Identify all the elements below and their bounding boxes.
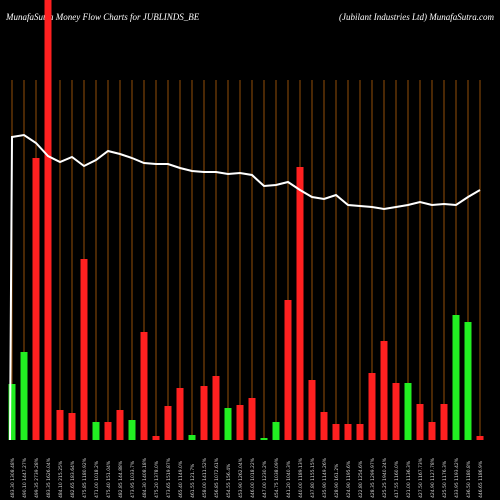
x-tick-label: 437.80 1155.15%: [310, 457, 316, 498]
x-tick-label: 473.65 1519.87%: [166, 457, 172, 498]
bar: [296, 167, 304, 440]
chart-title: MunafaSutra Money Flow Charts for JUBLIN…: [5, 12, 200, 22]
bar: [68, 413, 76, 440]
bar: [104, 422, 112, 440]
bar: [176, 388, 184, 440]
x-tick-label: 461.55 121.7%: [190, 463, 196, 498]
bar: [452, 315, 460, 440]
x-tick-label: 428.35 1299.97%: [370, 457, 376, 498]
bar: [236, 405, 244, 440]
x-tick-label: 475.20 1378.0%: [154, 460, 160, 498]
bar: [416, 404, 424, 440]
x-tick-label: 484.10 215.25%: [58, 460, 64, 498]
bar: [56, 410, 64, 440]
bar: [152, 436, 160, 440]
bar: [260, 438, 268, 440]
x-tick-label: 482.85 144.88%: [118, 460, 124, 498]
bar: [116, 410, 124, 440]
x-tick-label: 484.30 1408.18%: [142, 457, 148, 498]
x-tick-label: 475.40 151.04%: [106, 460, 112, 498]
x-tick-label: 440.00 1189.13%: [298, 457, 304, 498]
x-tick-label: 454.55 156.4%: [226, 463, 232, 498]
x-tick-label: 499.35 2739.28%: [34, 457, 40, 498]
bar: [356, 424, 364, 440]
bar: [308, 380, 316, 440]
bar: [8, 384, 16, 440]
bar: [368, 373, 376, 440]
x-tick-label: 453.90 1262.04%: [238, 457, 244, 498]
bar: [248, 398, 256, 440]
bar: [200, 386, 208, 440]
x-tick-label: 436.50 1180.8%: [466, 460, 472, 498]
x-tick-label: 421.00 1136.3%: [406, 460, 412, 498]
x-tick-label: 433.95 1193.42%: [454, 457, 460, 498]
x-tick-label: 422.80 1254.6%: [358, 460, 364, 498]
x-tick-label: 446.00 1018.22%: [250, 457, 256, 498]
bar: [440, 404, 448, 440]
bar: [32, 158, 40, 440]
bar: [380, 341, 388, 440]
bar: [320, 412, 328, 440]
x-tick-label: 424.90 1127.78%: [430, 457, 436, 498]
x-tick-label: 471.00 1018.2%: [94, 460, 100, 498]
x-tick-label: 417.55 1160.0%: [394, 460, 400, 498]
x-tick-label: 473.95 1033.7%: [130, 460, 136, 498]
x-tick-label: 490.10 1447.27%: [22, 457, 28, 498]
chart-subtitle: (Jubilant Industries Ltd) MunafaSutra.co…: [339, 12, 494, 22]
bar: [284, 300, 292, 440]
bar: [140, 332, 148, 440]
bar: [332, 424, 340, 440]
x-tick-label: 475.85 1180.92%: [82, 457, 88, 498]
bar: [272, 422, 280, 440]
bar: [128, 420, 136, 440]
bar: [212, 376, 220, 440]
bar: [164, 406, 172, 440]
x-tick-label: 482.65 183.64%: [70, 460, 76, 498]
bar: [344, 424, 352, 440]
bar: [44, 0, 52, 440]
bar: [188, 435, 196, 440]
price-line: [9, 133, 481, 441]
x-tick-label: 483.30 1308.48%: [10, 457, 16, 498]
x-tick-label: 483.35 1626.04%: [46, 457, 52, 498]
bar: [392, 383, 400, 440]
bar: [224, 408, 232, 440]
x-tick-label: 424.90 1195.6%: [346, 460, 352, 498]
x-tick-label: 454.75 1038.09%: [274, 457, 280, 498]
x-tick-label: 447.00 1230.2%: [262, 460, 268, 498]
x-tick-label: 435.90 1149.26%: [322, 457, 328, 498]
x-tick-label: 427.50 1167.73%: [418, 457, 424, 498]
x-tick-label: 458.00 1411.52%: [202, 457, 208, 498]
bar: [404, 383, 412, 440]
x-tick-label: 428.90 161.2%: [334, 463, 340, 498]
x-tick-label: 456.85 1072.61%: [214, 457, 220, 498]
x-tick-label: 425.25 1940.24%: [382, 457, 388, 498]
bar: [428, 422, 436, 440]
bar: [92, 422, 100, 440]
x-tick-label: 465.40 1149.0%: [178, 460, 184, 498]
x-tick-label: 441.20 1040.3%: [286, 460, 292, 498]
bar: [476, 436, 484, 440]
bar: [80, 259, 88, 440]
x-tick-label: 425.50 1176.3%: [442, 460, 448, 498]
bar: [20, 352, 28, 440]
bar: [464, 322, 472, 440]
x-tick-label: 446.65 1186.9%: [478, 460, 484, 498]
